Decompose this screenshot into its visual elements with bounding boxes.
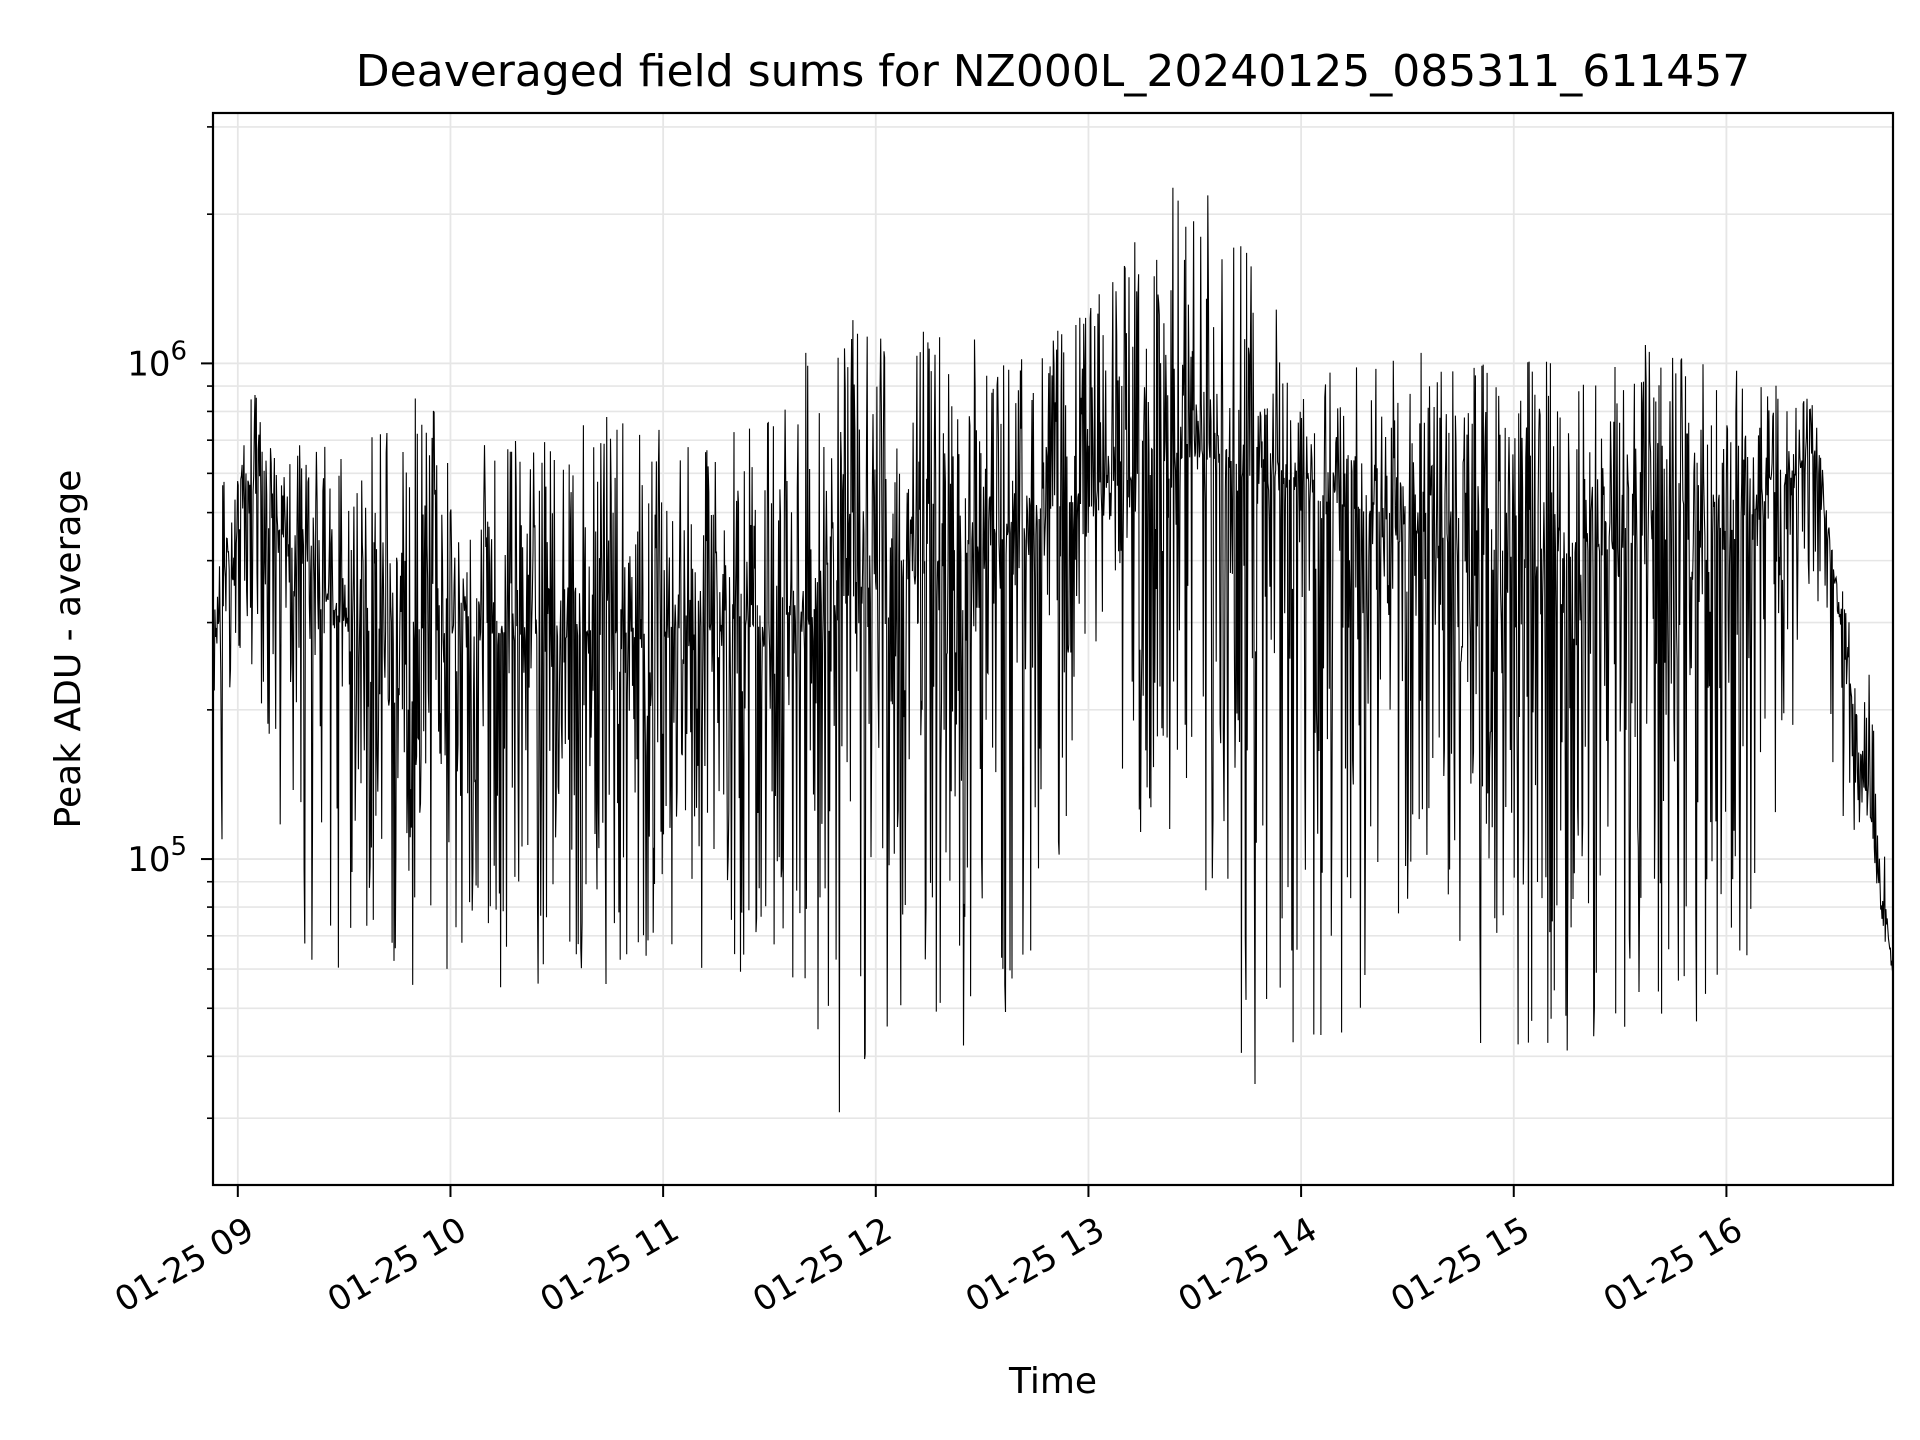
chart-title: Deaveraged field sums for NZ000L_2024012… <box>356 46 1750 97</box>
series-line <box>212 187 1894 1113</box>
y-tick-label: 106 <box>127 336 187 384</box>
plot-frame <box>211 111 1895 1187</box>
x-axis-label: Time <box>1008 1361 1097 1402</box>
y-tick-label: 105 <box>127 832 187 880</box>
y-axis: 105 106 <box>127 126 213 1120</box>
data-series <box>212 187 1894 1113</box>
y-axis-label: Peak ADU - average <box>48 470 89 829</box>
